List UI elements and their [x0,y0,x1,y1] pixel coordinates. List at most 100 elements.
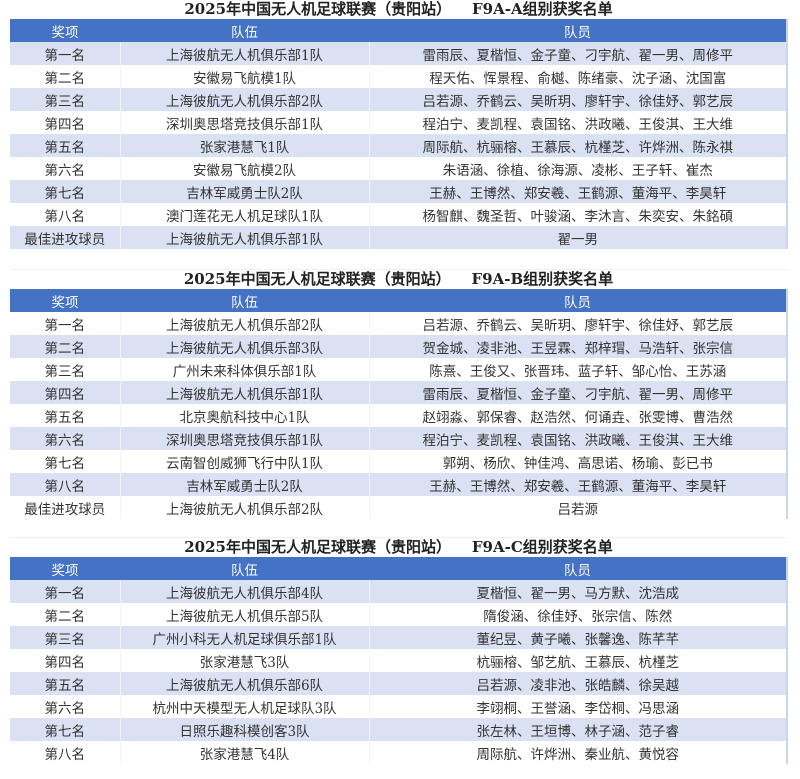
team-cell: 广州小科无人机足球俱乐部1队 [120,626,370,649]
members-cell: 杨智麒、魏圣哲、叶骏涵、李沐言、朱奕安、朱銘碩 [369,203,787,226]
header-award: 奖项 [10,289,120,312]
members-cell: 陈熹、王俊又、张晋玮、蓝子轩、邹心怡、王苏涵 [369,358,787,381]
award-cell: 最佳进攻球员 [10,226,121,249]
team-cell: 张家港慧飞4队 [120,741,370,764]
team-cell: 上海彼航无人机俱乐部5队 [120,603,370,626]
members-cell: 吕若源、乔鹤云、吴昕玥、廖轩宇、徐佳妤、郭艺辰 [369,88,787,111]
table-row: 第四名 上海彼航无人机俱乐部1队 雷雨辰、夏楷恒、金子童、刁宇航、翟一男、周修平 [10,381,787,404]
award-cell: 第四名 [10,649,121,672]
team-cell: 日照乐趣科模创客3队 [120,718,370,741]
table-row: 第一名 上海彼航无人机俱乐部1队 雷雨辰、夏楷恒、金子童、刁宇航、翟一男、周修平 [10,42,787,65]
members-cell: 雷雨辰、夏楷恒、金子童、刁宇航、翟一男、周修平 [369,42,787,65]
members-cell: 王赫、王博然、郑安羲、王鹤源、董海平、李昊轩 [369,473,787,496]
award-cell: 最佳进攻球员 [10,496,121,519]
members-cell: 周际航、许烨洲、秦业航、黄悦容 [369,741,787,764]
table-row: 第七名 云南智创威狮飞行中队1队 郭朔、杨欣、钟佳鸿、高思诺、杨瑜、彭已书 [10,450,787,473]
award-cell: 第八名 [10,473,121,496]
team-cell: 吉林军威勇士队2队 [120,180,370,203]
team-cell: 上海彼航无人机俱乐部2队 [120,312,370,335]
award-cell: 第一名 [10,580,121,603]
table-row: 最佳进攻球员 上海彼航无人机俱乐部2队 吕若源 [10,496,787,519]
header-award: 奖项 [10,557,120,580]
members-cell: 王赫、王博然、郑安羲、王鹤源、董海平、李昊轩 [369,180,787,203]
award-cell: 第二名 [10,335,121,358]
members-cell: 翟一男 [369,226,787,249]
award-table-c: 2025年中国无人机足球联赛（贵阳站） F9A-C组别获奖名单 奖项 队伍 队员… [10,537,788,764]
team-cell: 澳门莲花无人机足球队1队 [120,203,370,226]
header-members: 队员 [369,289,787,312]
members-cell: 李翊桐、王誉涵、李岱桐、冯思涵 [369,695,787,718]
team-cell: 上海彼航无人机俱乐部3队 [120,335,370,358]
team-cell: 上海彼航无人机俱乐部1队 [120,226,370,249]
award-cell: 第六名 [10,695,121,718]
members-cell: 贺金城、凌非池、王昱霖、郑梓瑁、马浩轩、张宗信 [369,335,787,358]
team-cell: 深圳奥思塔竞技俱乐部1队 [120,427,370,450]
header-team: 队伍 [120,557,369,580]
team-cell: 上海彼航无人机俱乐部2队 [120,88,370,111]
members-cell: 杭骊榕、邹艺航、王慕辰、杭槿芝 [369,649,787,672]
award-cell: 第七名 [10,180,121,203]
members-cell: 张左林、王垣博、林子涵、范子睿 [369,718,787,741]
members-cell: 周际航、杭骊榕、王慕辰、杭槿芝、许烨洲、陈永祺 [369,134,787,157]
award-cell: 第四名 [10,381,121,404]
header-team: 队伍 [120,289,369,312]
table-row: 第一名 上海彼航无人机俱乐部4队 夏楷恒、翟一男、马方默、沈浩成 [10,580,787,603]
table-row: 第五名 张家港慧飞1队 周际航、杭骊榕、王慕辰、杭槿芝、许烨洲、陈永祺 [10,134,787,157]
award-cell: 第八名 [10,741,121,764]
team-cell: 云南智创威狮飞行中队1队 [120,450,370,473]
members-cell: 程泊宁、麦凯程、袁国铭、洪政曦、王俊淇、王大维 [369,111,787,134]
team-cell: 上海彼航无人机俱乐部1队 [120,42,370,65]
table-row: 第一名 上海彼航无人机俱乐部2队 吕若源、乔鹤云、吴昕玥、廖轩宇、徐佳妤、郭艺辰 [10,312,787,335]
table-row: 第八名 澳门莲花无人机足球队1队 杨智麒、魏圣哲、叶骏涵、李沐言、朱奕安、朱銘碩 [10,203,787,226]
table-row: 第六名 杭州中天模型无人机足球队3队 李翊桐、王誉涵、李岱桐、冯思涵 [10,695,787,718]
team-cell: 安徽易飞航模2队 [120,157,370,180]
table-row: 第三名 广州小科无人机足球俱乐部1队 董纪昱、黄子曦、张馨逸、陈芊芊 [10,626,787,649]
table-row: 第七名 吉林军威勇士队2队 王赫、王博然、郑安羲、王鹤源、董海平、李昊轩 [10,180,787,203]
results-table: 奖项 队伍 队员 第一名 上海彼航无人机俱乐部1队 雷雨辰、夏楷恒、金子童、刁宇航、… [10,19,788,249]
team-cell: 广州未来科体俱乐部1队 [120,358,370,381]
members-cell: 夏楷恒、翟一男、马方默、沈浩成 [369,580,787,603]
team-cell: 深圳奥思塔竞技俱乐部1队 [120,111,370,134]
table-row: 最佳进攻球员 上海彼航无人机俱乐部1队 翟一男 [10,226,787,249]
members-cell: 赵翊淼、郭保睿、赵浩然、何诵垚、张雯博、曹浩然 [369,404,787,427]
table-row: 第八名 吉林军威勇士队2队 王赫、王博然、郑安羲、王鹤源、董海平、李昊轩 [10,473,787,496]
team-cell: 吉林军威勇士队2队 [120,473,370,496]
award-cell: 第五名 [10,404,121,427]
table-title: 2025年中国无人机足球联赛（贵阳站） F9A-B组别获奖名单 [10,269,787,289]
table-row: 第二名 上海彼航无人机俱乐部3队 贺金城、凌非池、王昱霖、郑梓瑁、马浩轩、张宗信 [10,335,787,358]
header-row: 奖项 队伍 队员 [10,19,787,42]
award-table-a: 2025年中国无人机足球联赛（贵阳站） F9A-A组别获奖名单 奖项 队伍 队员… [10,0,788,249]
award-cell: 第六名 [10,157,121,180]
header-members: 队员 [369,557,787,580]
table-title: 2025年中国无人机足球联赛（贵阳站） F9A-C组别获奖名单 [10,537,787,557]
award-cell: 第六名 [10,427,121,450]
table-row: 第五名 北京奥航科技中心1队 赵翊淼、郭保睿、赵浩然、何诵垚、张雯博、曹浩然 [10,404,787,427]
award-table-b: 2025年中国无人机足球联赛（贵阳站） F9A-B组别获奖名单 奖项 队伍 队员… [10,269,788,519]
award-cell: 第七名 [10,450,121,473]
members-cell: 朱语涵、徐植、徐海源、凌彬、王子轩、崔杰 [369,157,787,180]
members-cell: 雷雨辰、夏楷恒、金子童、刁宇航、翟一男、周修平 [369,381,787,404]
team-cell: 上海彼航无人机俱乐部1队 [120,381,370,404]
table-row: 第八名 张家港慧飞4队 周际航、许烨洲、秦业航、黄悦容 [10,741,787,764]
members-cell: 吕若源、凌非池、张皓麟、徐吴越 [369,672,787,695]
team-cell: 张家港慧飞3队 [120,649,370,672]
table-row: 第二名 安徽易飞航模1队 程天佑、恽景程、俞樾、陈绪豪、沈子涵、沈国富 [10,65,787,88]
award-cell: 第三名 [10,88,121,111]
table-row: 第六名 安徽易飞航模2队 朱语涵、徐植、徐海源、凌彬、王子轩、崔杰 [10,157,787,180]
award-cell: 第八名 [10,203,121,226]
table-row: 第三名 上海彼航无人机俱乐部2队 吕若源、乔鹤云、吴昕玥、廖轩宇、徐佳妤、郭艺辰 [10,88,787,111]
award-cell: 第二名 [10,65,121,88]
members-cell: 郭朔、杨欣、钟佳鸿、高思诺、杨瑜、彭已书 [369,450,787,473]
table-title: 2025年中国无人机足球联赛（贵阳站） F9A-A组别获奖名单 [184,0,613,18]
table-row: 第二名 上海彼航无人机俱乐部5队 隋俊涵、徐佳妤、张宗信、陈然 [10,603,787,626]
award-cell: 第七名 [10,718,121,741]
members-cell: 程天佑、恽景程、俞樾、陈绪豪、沈子涵、沈国富 [369,65,787,88]
header-team: 队伍 [120,19,369,42]
team-cell: 上海彼航无人机俱乐部2队 [120,496,370,519]
results-table: 奖项 队伍 队员 第一名 上海彼航无人机俱乐部4队 夏楷恒、翟一男、马方默、沈浩成第… [10,557,788,764]
award-cell: 第四名 [10,111,121,134]
members-cell: 吕若源、乔鹤云、吴昕玥、廖轩宇、徐佳妤、郭艺辰 [369,312,787,335]
header-row: 奖项 队伍 队员 [10,289,787,312]
team-cell: 北京奥航科技中心1队 [120,404,370,427]
team-cell: 张家港慧飞1队 [120,134,370,157]
